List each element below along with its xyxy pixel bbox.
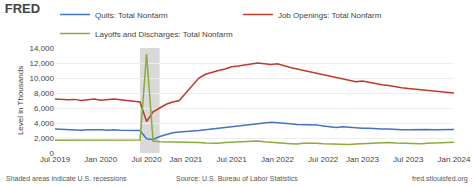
svg-text:Jul 2022: Jul 2022	[308, 155, 339, 164]
svg-text:Jul 2021: Jul 2021	[216, 155, 247, 164]
svg-text:8,000: 8,000	[34, 89, 55, 98]
svg-text:Jan 2024: Jan 2024	[438, 155, 471, 164]
svg-text:14,000: 14,000	[30, 44, 55, 53]
svg-text:6,000: 6,000	[34, 104, 55, 113]
svg-text:Layoffs and Discharges: Total: Layoffs and Discharges: Total Nonfarm	[95, 30, 233, 39]
svg-text:Jul 2023: Jul 2023	[393, 155, 424, 164]
svg-text:Jan 2022: Jan 2022	[261, 155, 294, 164]
svg-text:Level in Thousands: Level in Thousands	[16, 66, 25, 135]
svg-text:4,000: 4,000	[34, 119, 55, 128]
svg-text:0: 0	[50, 149, 55, 158]
svg-text:12,000: 12,000	[30, 59, 55, 68]
svg-text:Jul 2020: Jul 2020	[131, 155, 162, 164]
svg-text:Jul 2019: Jul 2019	[40, 155, 71, 164]
svg-text:Quits: Total Nonfarm: Quits: Total Nonfarm	[95, 11, 168, 20]
svg-text:FRED: FRED	[5, 1, 40, 16]
svg-text:Jan 2021: Jan 2021	[169, 155, 202, 164]
svg-text:Shaded areas indicate U.S. rec: Shaded areas indicate U.S. recessions	[6, 175, 127, 182]
svg-text:Job Openings: Total Nonfarm: Job Openings: Total Nonfarm	[278, 11, 382, 20]
svg-text:Jan 2020: Jan 2020	[84, 155, 117, 164]
svg-text:fred.stlouisfed.org: fred.stlouisfed.org	[412, 175, 468, 183]
svg-text:2,000: 2,000	[34, 134, 55, 143]
svg-text:Source: U.S. Bureau of Labor S: Source: U.S. Bureau of Labor Statistics	[176, 175, 298, 182]
svg-text:10,000: 10,000	[30, 74, 55, 83]
svg-text:Jan 2023: Jan 2023	[346, 155, 379, 164]
